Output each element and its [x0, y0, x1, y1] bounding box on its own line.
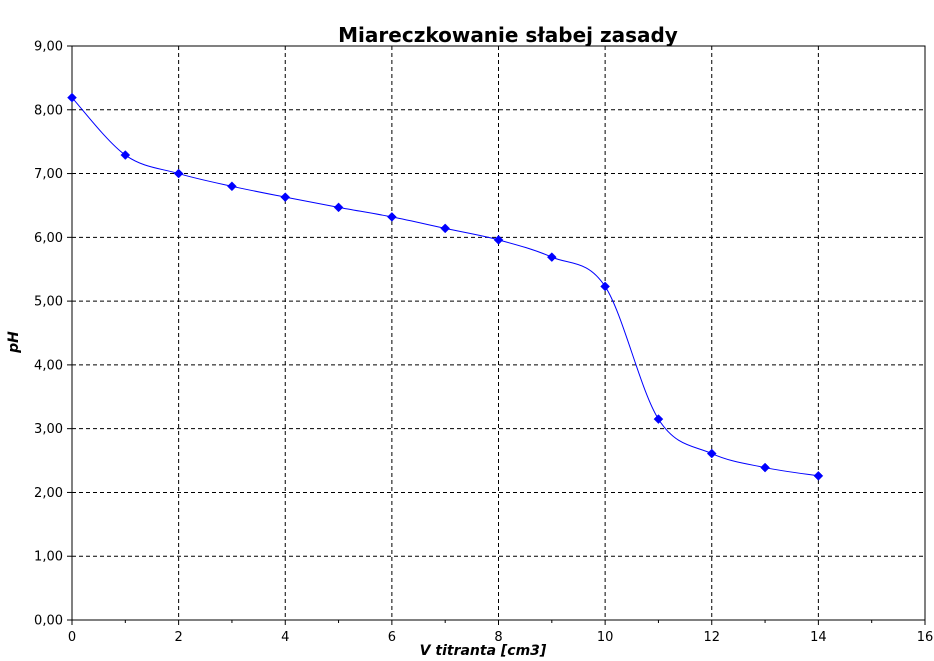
x-tick-label: 2 [174, 630, 182, 645]
data-point [120, 150, 131, 160]
x-tick-label: 8 [494, 630, 502, 645]
data-point [387, 212, 397, 222]
y-axis-ticks: 0,00 1,00 2,00 3,00 4,00 5,00 6,00 7,00 8,00 9,00 [34, 40, 72, 629]
y-tick-label: 6,00 [34, 231, 63, 246]
y-tick-label: 9,00 [34, 40, 63, 55]
y-tick-label: 1,00 [34, 550, 63, 565]
y-tick-label: 8,00 [34, 103, 63, 118]
data-point [440, 223, 451, 234]
x-axis-ticks: 0 2 4 6 8 10 12 14 16 [68, 620, 933, 645]
data-point [813, 471, 824, 481]
y-tick-label: 3,00 [34, 422, 63, 437]
x-tick-label: 14 [810, 630, 827, 645]
x-tick-label: 16 [917, 630, 934, 645]
grid-lines [72, 46, 925, 620]
data-point [493, 235, 504, 245]
y-axis-label: pH [6, 331, 22, 354]
data-point [653, 414, 664, 424]
data-point [706, 448, 717, 459]
data-point [600, 281, 610, 292]
y-tick-label: 7,00 [34, 167, 63, 182]
x-axis-label: V titranta [cm3] [420, 643, 547, 659]
y-tick-label: 0,00 [34, 614, 63, 629]
x-tick-label: 12 [703, 630, 720, 645]
y-tick-label: 2,00 [34, 486, 63, 501]
y-tick-label: 4,00 [34, 358, 63, 373]
x-tick-label: 6 [388, 630, 396, 645]
y-tick-label: 5,00 [34, 295, 63, 310]
x-tick-label: 0 [68, 630, 76, 645]
series-line [71, 97, 819, 477]
data-point [173, 168, 184, 179]
series-layer [67, 92, 824, 481]
x-tick-label: 4 [281, 630, 289, 645]
data-point [760, 462, 770, 473]
data-point [333, 202, 344, 213]
chart-title: Miareczkowanie słabej zasady [338, 23, 678, 47]
data-point [280, 192, 291, 203]
data-point [67, 92, 77, 103]
x-tick-label: 10 [597, 630, 614, 645]
data-point [227, 181, 237, 192]
data-point [546, 252, 557, 262]
